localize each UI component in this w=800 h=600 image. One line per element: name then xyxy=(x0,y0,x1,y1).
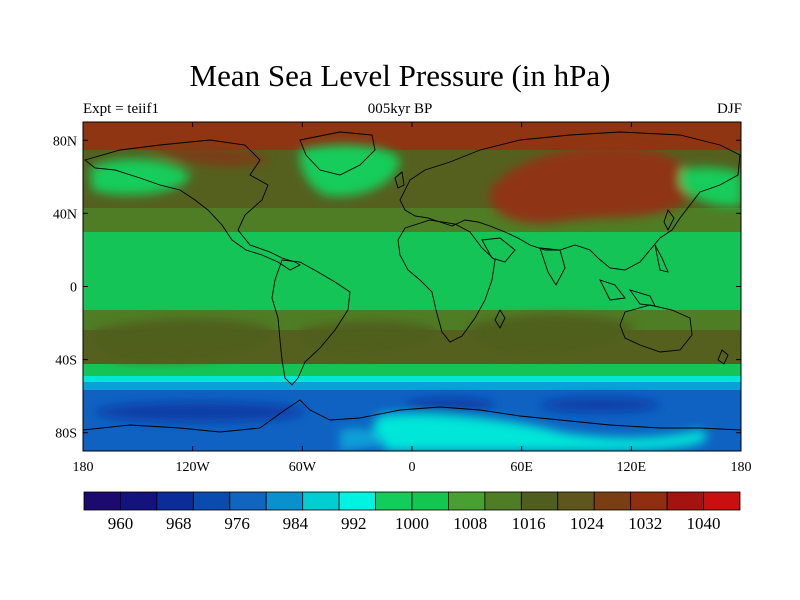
colorbar-label: 1040 xyxy=(687,514,721,533)
colorbar-swatch xyxy=(448,491,486,511)
colorbar-swatch xyxy=(411,491,449,511)
lon-tick-label: 0 xyxy=(409,460,416,475)
lat-tick-label: 40N xyxy=(53,207,77,222)
lon-tick-label: 60W xyxy=(289,460,317,475)
tropical-band xyxy=(83,232,741,312)
indian-sector-low xyxy=(540,398,660,412)
lon-tick-label: 120E xyxy=(617,460,647,475)
colorbar-label: 1000 xyxy=(395,514,429,533)
coastlines xyxy=(83,131,741,433)
south-atlantic-high-region xyxy=(298,321,440,354)
colorbar-label: 1024 xyxy=(570,514,605,533)
southern-cyan-band xyxy=(83,376,741,384)
colorbar-swatch xyxy=(229,491,267,511)
colorbar-label: 968 xyxy=(166,514,192,533)
southern-light-blue-band xyxy=(83,382,741,392)
season-label: DJF xyxy=(716,101,742,117)
colorbar: 960 968 976 984 992 1000 1008 1016 1024 1032 1040 xyxy=(83,491,741,533)
lon-tick-label: 180 xyxy=(731,460,752,475)
colorbar-label: 984 xyxy=(283,514,309,533)
map-title: Mean Sea Level Pressure (in hPa) xyxy=(189,58,611,93)
colorbar-swatch xyxy=(557,491,595,511)
lon-tick-label: 120W xyxy=(176,460,211,475)
colorbar-swatch xyxy=(703,491,741,511)
colorbar-swatch xyxy=(338,491,376,511)
colorbar-label: 976 xyxy=(224,514,250,533)
colorbar-swatch xyxy=(156,491,194,511)
colorbar-swatch xyxy=(484,491,522,511)
antarctic-plateau-region xyxy=(373,413,707,451)
lat-tick-label: 80N xyxy=(53,134,77,149)
southern-green-band xyxy=(83,364,741,378)
colorbar-label: 1008 xyxy=(453,514,487,533)
north-america-high-region xyxy=(150,145,270,167)
colorbar-swatch xyxy=(120,491,158,511)
colorbar-swatch xyxy=(83,491,121,511)
colorbar-label: 1032 xyxy=(628,514,662,533)
siberian-high-region xyxy=(489,146,690,224)
weddell-sea-low xyxy=(405,398,495,412)
experiment-label: Expt = teiif1 xyxy=(83,101,159,117)
colorbar-swatch xyxy=(375,491,413,511)
indian-ocean-high-region xyxy=(468,314,635,354)
south-pacific-high-region xyxy=(93,318,275,362)
antarctic-slope-region xyxy=(340,428,385,451)
colorbar-label: 992 xyxy=(341,514,367,533)
colorbar-swatch xyxy=(666,491,704,511)
north-pacific-low-region xyxy=(680,167,741,207)
lat-tick-label: 80S xyxy=(55,427,77,442)
lat-tick-label: 0 xyxy=(70,281,77,296)
lon-tick-label: 180 xyxy=(73,460,94,475)
ross-sea-low xyxy=(95,402,305,422)
colorbar-swatch xyxy=(192,491,231,511)
period-label: 005kyr BP xyxy=(367,101,433,117)
colorbar-swatch xyxy=(593,491,632,511)
colorbar-label: 960 xyxy=(108,514,134,533)
colorbar-swatch xyxy=(265,491,304,511)
colorbar-swatch xyxy=(630,491,668,511)
colorbar-label: 1016 xyxy=(512,514,546,533)
colorbar-swatch xyxy=(302,491,340,511)
colorbar-swatch xyxy=(520,491,559,511)
lat-tick-label: 40S xyxy=(55,354,77,369)
axis-ticks: 180 120W 60W 0 60E 120E 180 80N 40N 0 40S 80S xyxy=(53,122,752,475)
lon-tick-label: 60E xyxy=(510,460,533,475)
